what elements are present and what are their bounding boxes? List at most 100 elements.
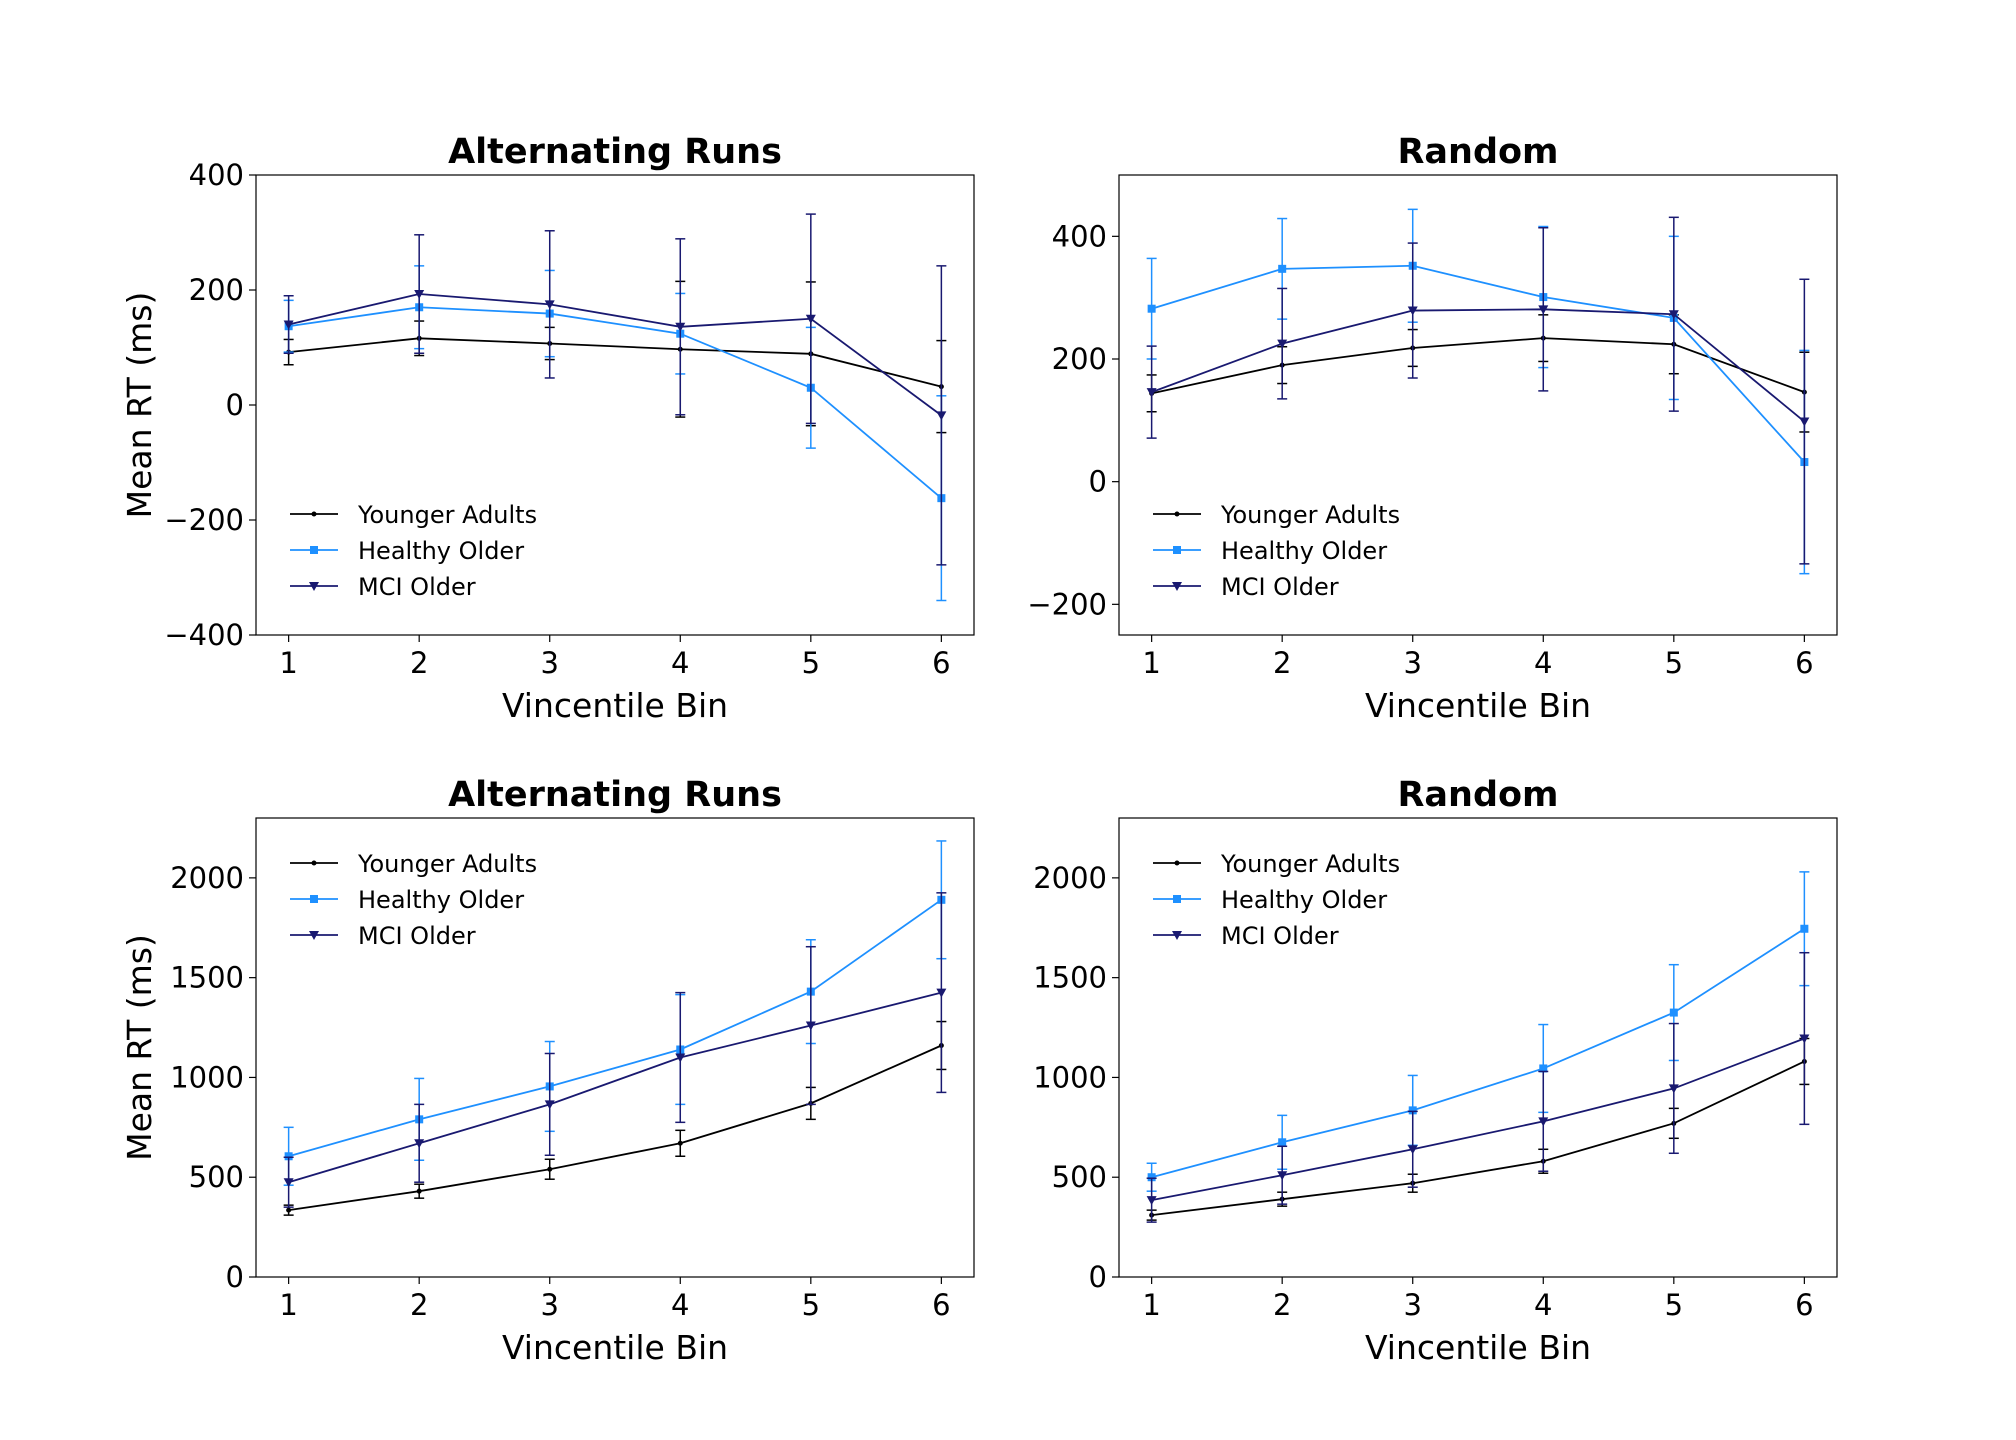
series-line (288, 337, 942, 388)
legend-marker (310, 895, 318, 903)
series-line (1151, 928, 1805, 1179)
plot-frame (255, 174, 975, 636)
y-tick-label: 0 (1089, 1260, 1107, 1294)
legend-entry: Younger Adults (1220, 501, 1400, 529)
y-tick-label: 0 (226, 388, 244, 422)
data-point (1538, 305, 1549, 315)
x-tick-label: 4 (1534, 646, 1552, 680)
x-axis-label: Vincentile Bin (502, 686, 728, 725)
legend-marker (311, 860, 317, 866)
series-line (288, 991, 942, 1184)
x-tick-label: 2 (1273, 1288, 1291, 1322)
data-point (1277, 339, 1288, 349)
y-tick-label: 200 (1052, 342, 1107, 376)
legend: Younger Adults Healthy Older MCI Older (1153, 501, 1400, 601)
data-point (284, 1152, 293, 1161)
x-tick-label: 5 (1665, 1288, 1683, 1322)
x-tick-label: 6 (932, 1288, 950, 1322)
data-point (283, 1178, 294, 1188)
x-tick-label: 1 (1142, 646, 1160, 680)
x-tick-label: 6 (932, 646, 950, 680)
y-tick-label: 2000 (1033, 861, 1107, 895)
data-point (1147, 304, 1156, 313)
legend-marker (1172, 931, 1182, 940)
series-line (288, 1044, 942, 1212)
series-younger-adults (283, 280, 947, 434)
x-tick-label: 4 (671, 646, 689, 680)
data-point (1277, 1171, 1288, 1181)
legend-marker (309, 582, 319, 591)
y-tick-label: 200 (189, 273, 244, 307)
x-tick-label: 1 (1142, 1288, 1160, 1322)
legend-entry: Healthy Older (358, 537, 524, 565)
data-point (677, 1140, 683, 1146)
y-tick-label: −400 (164, 618, 244, 652)
data-point (1668, 1084, 1679, 1094)
data-point (936, 411, 947, 421)
x-tick-label: 3 (1404, 646, 1422, 680)
y-tick-label: −200 (1027, 587, 1107, 621)
data-point (1146, 1196, 1157, 1206)
data-point (1407, 306, 1418, 316)
data-point (1668, 310, 1679, 320)
legend-entry: Healthy Older (1221, 537, 1387, 565)
y-tick-label: 0 (226, 1260, 244, 1294)
legend: Younger Adults Healthy Older MCI Older (290, 850, 537, 950)
legend-entry: MCI Older (1221, 922, 1339, 950)
data-point (547, 1166, 553, 1172)
chart-title: Random (1397, 132, 1558, 172)
series-line (288, 899, 942, 1158)
y-tick-label: 1000 (1033, 1060, 1107, 1094)
data-point (675, 1053, 686, 1063)
legend-entry: Younger Adults (1220, 850, 1400, 878)
legend-marker (1172, 582, 1182, 591)
legend-entry: Younger Adults (357, 501, 537, 529)
x-tick-label: 1 (279, 646, 297, 680)
y-tick-label: 500 (1052, 1160, 1107, 1194)
legend-marker (1174, 511, 1180, 517)
plot-frame (1118, 174, 1838, 636)
data-point (1539, 1064, 1548, 1073)
series-line (1151, 337, 1805, 395)
data-point (414, 1139, 425, 1149)
chart-title: Alternating Runs (448, 132, 782, 172)
chart-title: Alternating Runs (448, 775, 782, 815)
legend-marker (1173, 546, 1181, 554)
y-tick-label: −200 (164, 503, 244, 537)
x-tick-label: 5 (802, 646, 820, 680)
series-line (288, 293, 942, 417)
y-tick-label: 1000 (170, 1060, 244, 1094)
series-mci-older (283, 213, 947, 566)
data-point (1147, 1173, 1156, 1182)
x-tick-label: 3 (1404, 1288, 1422, 1322)
series-line (1151, 1037, 1805, 1202)
x-tick-label: 5 (1665, 646, 1683, 680)
x-tick-label: 4 (1534, 1288, 1552, 1322)
panel-2: Random 1 2 3 4 5 6 −200 0 200 400 Vincentile Bin You… (1027, 132, 1838, 725)
y-tick-label: 0 (1089, 465, 1107, 499)
y-tick-label: 400 (189, 158, 244, 192)
data-point (286, 1207, 292, 1213)
x-tick-label: 3 (541, 646, 559, 680)
y-axis-label: Mean RT (ms) (120, 292, 159, 519)
series-younger-adults (283, 1020, 947, 1216)
x-tick-label: 2 (410, 646, 428, 680)
panel-1: Alternating Runs 1 2 3 4 5 6 −400 −200 0 200 400 Vin… (120, 132, 975, 725)
y-tick-label: 500 (189, 1160, 244, 1194)
series-line (1151, 264, 1806, 463)
x-tick-label: 2 (410, 1288, 428, 1322)
data-point (1538, 1117, 1549, 1127)
y-tick-label: 400 (1052, 219, 1107, 253)
legend-marker (1173, 895, 1181, 903)
data-point (1799, 1034, 1810, 1044)
legend-marker (309, 931, 319, 940)
y-tick-label: 1500 (170, 961, 244, 995)
series-healthy-older (1146, 871, 1810, 1192)
data-point (1669, 1008, 1678, 1017)
data-point (414, 290, 425, 300)
y-tick-label: 1500 (1033, 961, 1107, 995)
data-point (805, 1021, 816, 1031)
legend-entry: MCI Older (358, 922, 476, 950)
data-point (1800, 924, 1809, 933)
